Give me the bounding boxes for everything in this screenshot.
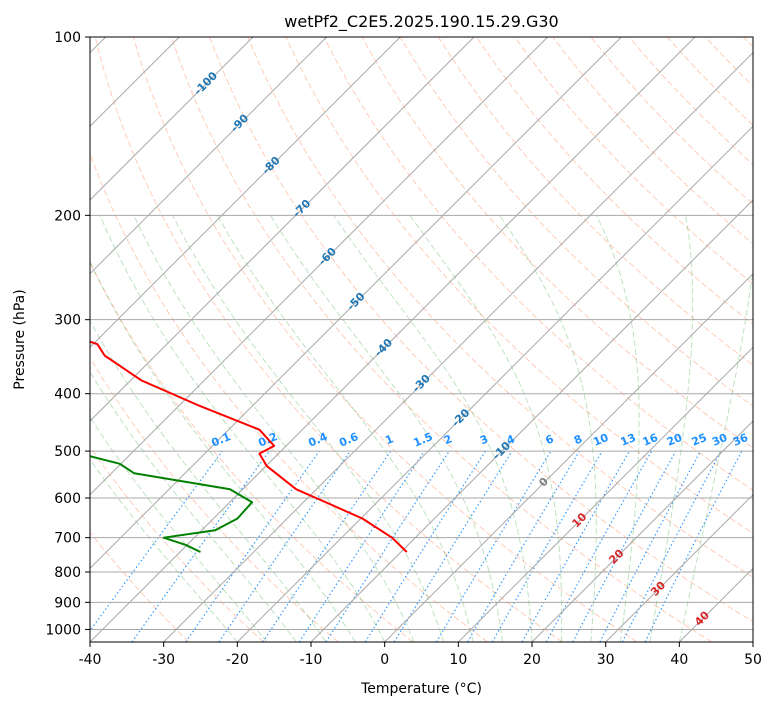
x-tick-label: 50 <box>744 652 762 668</box>
dry-adiabat <box>247 37 753 578</box>
x-tick-label: 40 <box>670 652 688 668</box>
isobar-grid <box>90 37 753 630</box>
sounding-profiles <box>90 340 408 553</box>
mixing-ratio-line <box>393 450 513 642</box>
mixing-ratio-line <box>325 450 450 642</box>
dry-adiabats <box>90 37 753 642</box>
moist-adiabat <box>172 215 445 642</box>
moist-adiabat <box>649 215 694 642</box>
dry-adiabat <box>90 531 190 642</box>
isotherm-line <box>90 37 401 349</box>
mixing-ratio-line <box>262 450 392 642</box>
y-tick-label: 600 <box>54 491 81 507</box>
isotherm-line <box>310 199 753 642</box>
mixing-ratio-label: 20 <box>665 431 684 449</box>
dry-adiabat <box>361 37 753 449</box>
moist-adiabat <box>217 215 474 642</box>
isotherm-line <box>236 125 753 642</box>
y-tick-label: 100 <box>54 30 81 46</box>
x-tick-label: 0 <box>380 652 389 668</box>
moist-adiabat <box>133 215 415 642</box>
moist-adiabat <box>678 265 753 642</box>
y-tick-label: 800 <box>54 565 81 581</box>
mixing-ratio-line <box>131 450 270 642</box>
dry-adiabat <box>323 37 753 491</box>
mixing-ratio-label: 30 <box>710 431 729 449</box>
isotherm-grid <box>90 37 753 642</box>
isotherm-line <box>752 641 753 642</box>
isotherm-line <box>90 37 696 642</box>
dry-adiabat <box>438 37 753 366</box>
mixing-ratio-line <box>185 450 320 642</box>
x-axis: -40 -30 -20 -10 0 10 20 30 40 50 <box>79 642 762 668</box>
isotherm-line <box>384 272 753 642</box>
mixing-ratio-label: 16 <box>641 431 660 449</box>
isotherm-line <box>90 37 622 570</box>
mixing-ratio-line <box>521 450 631 642</box>
y-tick-label: 500 <box>54 444 81 460</box>
moist-adiabat <box>90 370 297 642</box>
moist-adiabat <box>90 319 327 642</box>
dry-adiabat <box>399 37 753 407</box>
dry-adiabat <box>94 37 563 642</box>
moist-adiabat <box>90 416 268 642</box>
mixing-ratio-line <box>298 450 425 642</box>
x-tick-label: -10 <box>300 652 323 668</box>
isotherm-line <box>163 51 753 642</box>
moist-adiabat <box>90 458 238 642</box>
mixing-ratio-label: 25 <box>690 431 709 449</box>
isotherm-line <box>90 37 549 496</box>
isotherm-line <box>457 346 753 642</box>
mixing-ratio-label: 10 <box>591 431 610 449</box>
mixing-ratio-label: 36 <box>731 431 750 449</box>
mixing-ratio-line <box>218 450 351 642</box>
moist-adiabat <box>90 260 356 642</box>
dry-adiabat <box>90 260 414 642</box>
temperature-profile <box>90 340 408 553</box>
dewpoint-profile <box>90 455 254 553</box>
moist-adiabat <box>333 215 533 642</box>
x-tick-label: -40 <box>79 652 102 668</box>
mixing-ratio-line <box>572 450 677 642</box>
y-axis: 100 200 300 400 500 600 700 800 900 1000 <box>45 30 90 638</box>
isotherm-line <box>531 420 753 642</box>
isotherm-line <box>605 493 753 642</box>
mixing-ratio-lines <box>90 450 743 642</box>
y-tick-label: 900 <box>54 595 81 611</box>
dry-adiabat <box>171 37 713 642</box>
x-tick-label: 30 <box>597 652 615 668</box>
dry-adiabat <box>209 37 753 623</box>
moist-adiabats <box>90 215 753 642</box>
y-axis-title: Pressure (hPa) <box>12 289 28 389</box>
mixing-ratio-line <box>644 450 743 642</box>
y-tick-label: 400 <box>54 387 81 403</box>
moist-adiabat <box>270 215 504 642</box>
y-tick-label: 300 <box>54 313 81 329</box>
y-tick-label: 1000 <box>45 622 81 638</box>
chart-title: wetPf2_C2E5.2025.190.15.29.G30 <box>284 12 558 32</box>
mixing-ratio-label: 13 <box>619 431 638 449</box>
x-tick-label: 10 <box>449 652 467 668</box>
isotherm-line <box>90 37 254 201</box>
y-tick-label: 700 <box>54 531 81 547</box>
x-tick-label: -30 <box>152 652 175 668</box>
moist-adiabat <box>596 215 640 642</box>
x-axis-title: Temperature (°C) <box>360 681 482 697</box>
isotherm-line <box>90 37 475 422</box>
x-tick-label: 20 <box>523 652 541 668</box>
isotherm-line <box>90 37 328 275</box>
mixing-ratio-line <box>90 450 223 632</box>
mixing-ratio-line <box>545 450 653 642</box>
plot-frame <box>89 36 754 643</box>
plot-area: -100-90-80-70-60-50-40-30-20-10010203040… <box>90 37 753 642</box>
dry-adiabat <box>90 356 339 642</box>
dry-adiabat <box>132 37 638 642</box>
moist-adiabat <box>409 215 563 642</box>
y-tick-label: 200 <box>54 208 81 224</box>
x-tick-label: -20 <box>226 652 249 668</box>
moist-adiabat <box>499 215 597 642</box>
